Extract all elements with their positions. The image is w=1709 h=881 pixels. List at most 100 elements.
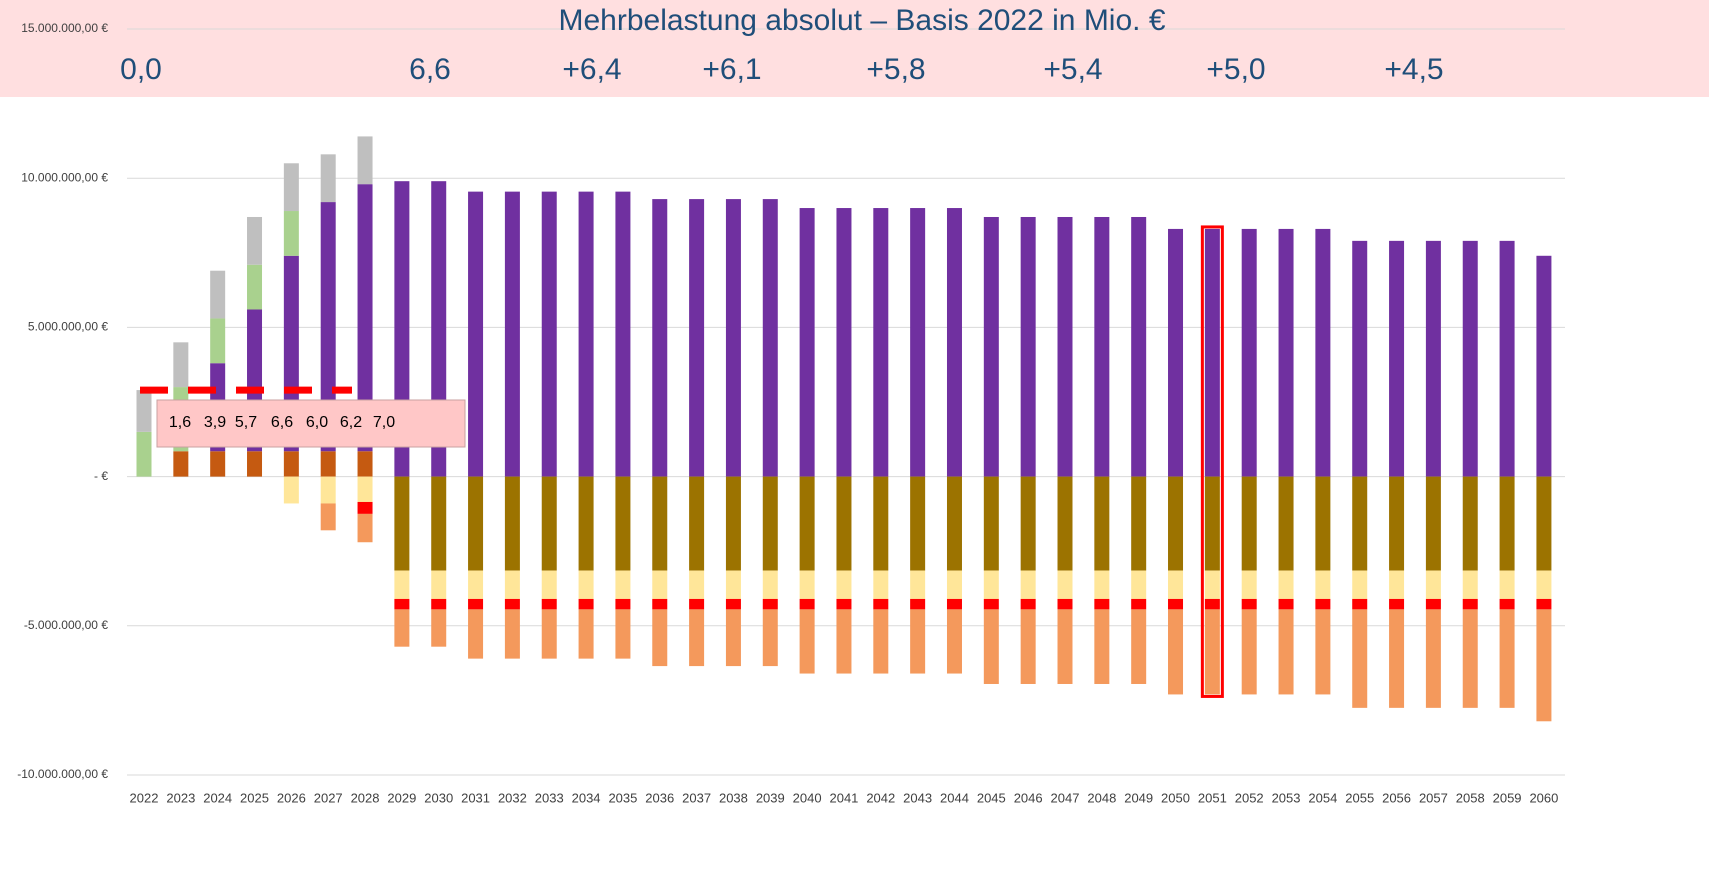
bar-segment	[1389, 240, 1405, 477]
bar-segment	[910, 570, 926, 599]
bar-segment	[1352, 570, 1368, 599]
box-label: 6,2	[340, 414, 362, 431]
bar-segment	[504, 598, 520, 610]
bar-segment	[1389, 609, 1405, 708]
bar-segment	[615, 476, 631, 571]
bar-segment	[1462, 609, 1478, 708]
bars: 2022 2023 2024 2025 2026 2027 2028 2029 2030 2031…	[130, 136, 1558, 805]
bar-segment	[1499, 609, 1515, 708]
bar-segment	[541, 570, 557, 599]
x-tick-label: 2031	[461, 790, 490, 805]
y-tick-label: 15.000.000,00 €	[21, 21, 108, 35]
bar-segment	[173, 451, 189, 477]
box-label: 5,7	[235, 414, 257, 431]
box-label: 1,6	[169, 414, 191, 431]
bar-segment	[1315, 476, 1331, 571]
bar-segment	[946, 570, 962, 599]
bar-segment	[1241, 570, 1257, 599]
bar-segment	[689, 476, 705, 571]
bar-segment	[1462, 570, 1478, 599]
box-label: 6,6	[271, 414, 293, 431]
bar-segment	[762, 476, 778, 571]
bar-segment	[394, 598, 410, 610]
x-tick-label: 2046	[1014, 790, 1043, 805]
bar-segment	[1131, 476, 1147, 571]
x-tick-label: 2060	[1529, 790, 1558, 805]
bar-segment	[652, 199, 668, 477]
bar-segment	[578, 191, 594, 477]
y-tick-label: 5.000.000,00 €	[28, 320, 108, 334]
label-box	[156, 399, 466, 448]
bar-segment	[1425, 570, 1441, 599]
bar-segment	[1131, 598, 1147, 610]
bar-segment	[1352, 609, 1368, 708]
y-tick-label: 10.000.000,00 €	[21, 170, 108, 184]
x-tick-label: 2057	[1419, 790, 1448, 805]
bar-segment	[1315, 609, 1331, 695]
x-tick-label: 2033	[535, 790, 564, 805]
bar-segment	[910, 598, 926, 610]
bar-segment	[1315, 570, 1331, 599]
x-tick-label: 2042	[866, 790, 895, 805]
bar-segment	[1536, 255, 1552, 477]
y-tick-label: - €	[94, 469, 108, 483]
bar-segment	[873, 570, 889, 599]
bar-segment	[1352, 240, 1368, 477]
bar-segment	[578, 476, 594, 571]
bar-segment	[1241, 476, 1257, 571]
annotation: 0,0	[120, 53, 162, 86]
bar-segment	[468, 191, 484, 477]
x-tick-label: 2059	[1493, 790, 1522, 805]
bar-segment	[357, 476, 373, 502]
x-tick-label: 2051	[1198, 790, 1227, 805]
bar-segment	[1094, 476, 1110, 571]
bar-segment	[1278, 228, 1294, 477]
bar-segment	[652, 609, 668, 667]
bar-segment	[1168, 570, 1184, 599]
bar-segment	[799, 598, 815, 610]
bar-segment	[1020, 609, 1036, 684]
bar-segment	[1057, 598, 1073, 610]
x-tick-label: 2052	[1235, 790, 1264, 805]
x-tick-label: 2026	[277, 790, 306, 805]
bar-segment	[173, 342, 189, 388]
bar-segment	[468, 570, 484, 599]
bar-segment	[1241, 609, 1257, 695]
bar-segment	[1425, 598, 1441, 610]
x-tick-label: 2053	[1272, 790, 1301, 805]
bar-segment	[615, 191, 631, 477]
bar-segment	[836, 570, 852, 599]
bar-segment	[689, 598, 705, 610]
bar-segment	[578, 570, 594, 599]
bar-segment	[357, 513, 373, 543]
bar-segment	[652, 598, 668, 610]
x-tick-label: 2048	[1087, 790, 1116, 805]
x-tick-label: 2038	[719, 790, 748, 805]
bar-segment	[983, 609, 999, 684]
bar-segment	[1462, 240, 1478, 477]
bar-segment	[1425, 609, 1441, 708]
bar-segment	[431, 598, 447, 610]
bar-segment	[431, 609, 447, 647]
bar-segment	[836, 476, 852, 571]
bar-segment	[762, 609, 778, 667]
bar-segment	[615, 598, 631, 610]
bar-segment	[873, 609, 889, 674]
bar-segment	[799, 609, 815, 674]
bar-segment	[283, 211, 299, 256]
bar-segment	[799, 208, 815, 477]
bar-segment	[873, 476, 889, 571]
x-tick-label: 2024	[203, 790, 232, 805]
bar-segment	[1389, 598, 1405, 610]
bar-segment	[1204, 598, 1220, 610]
bar-segment	[541, 609, 557, 659]
bar-segment	[1094, 570, 1110, 599]
x-tick-label: 2047	[1051, 790, 1080, 805]
annotation: 6,6	[409, 53, 451, 86]
bar-segment	[357, 451, 373, 477]
bar-segment	[910, 476, 926, 571]
bar-segment	[1315, 598, 1331, 610]
bar-segment	[283, 163, 299, 212]
bar-segment	[247, 264, 263, 310]
bar-segment	[283, 476, 299, 504]
